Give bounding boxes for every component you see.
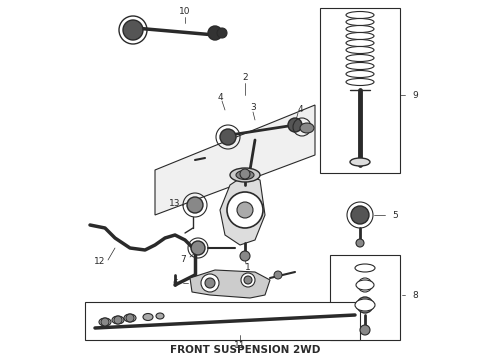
Ellipse shape: [346, 40, 374, 46]
Ellipse shape: [346, 18, 374, 26]
Ellipse shape: [230, 168, 260, 182]
Circle shape: [205, 278, 215, 288]
Text: 4: 4: [217, 93, 223, 102]
Text: 4: 4: [297, 105, 303, 114]
Ellipse shape: [355, 299, 375, 311]
Circle shape: [220, 129, 236, 145]
Text: 8: 8: [412, 291, 418, 300]
Polygon shape: [190, 270, 270, 298]
Circle shape: [123, 20, 143, 40]
Ellipse shape: [356, 280, 374, 290]
Circle shape: [356, 239, 364, 247]
Circle shape: [241, 273, 255, 287]
Ellipse shape: [300, 123, 314, 133]
Circle shape: [288, 118, 302, 132]
Circle shape: [201, 274, 219, 292]
Circle shape: [126, 314, 134, 322]
Text: 10: 10: [179, 8, 191, 17]
Text: 1: 1: [245, 264, 251, 273]
Circle shape: [237, 202, 253, 218]
Circle shape: [360, 325, 370, 335]
Circle shape: [101, 318, 109, 326]
Text: 7: 7: [180, 256, 186, 265]
Bar: [330, 255, 400, 340]
Bar: [320, 8, 400, 173]
Circle shape: [351, 206, 369, 224]
Text: 9: 9: [412, 90, 418, 99]
Circle shape: [208, 26, 222, 40]
Text: 6: 6: [172, 279, 178, 288]
Ellipse shape: [112, 316, 124, 324]
Text: 13: 13: [169, 198, 181, 207]
Ellipse shape: [346, 12, 374, 18]
Ellipse shape: [346, 78, 374, 85]
Ellipse shape: [346, 32, 374, 40]
Text: 12: 12: [94, 257, 106, 266]
Text: 2: 2: [242, 73, 248, 82]
Ellipse shape: [236, 171, 254, 180]
Circle shape: [217, 28, 227, 38]
Ellipse shape: [143, 314, 153, 320]
Ellipse shape: [346, 71, 374, 77]
Circle shape: [358, 278, 372, 292]
Circle shape: [357, 297, 373, 313]
Text: 3: 3: [250, 104, 256, 112]
Ellipse shape: [350, 158, 370, 166]
Ellipse shape: [346, 63, 374, 69]
Ellipse shape: [156, 313, 164, 319]
Bar: [85, 302, 360, 340]
Text: 11: 11: [234, 342, 246, 351]
Circle shape: [227, 192, 263, 228]
Text: 5: 5: [392, 211, 398, 220]
Ellipse shape: [99, 318, 111, 326]
Circle shape: [187, 197, 203, 213]
Circle shape: [114, 316, 122, 324]
Text: FRONT SUSPENSION 2WD: FRONT SUSPENSION 2WD: [170, 345, 320, 355]
Circle shape: [244, 276, 252, 284]
Polygon shape: [155, 105, 315, 215]
Circle shape: [240, 169, 250, 179]
Polygon shape: [220, 175, 265, 245]
Ellipse shape: [346, 26, 374, 32]
Ellipse shape: [346, 46, 374, 54]
Circle shape: [240, 251, 250, 261]
Ellipse shape: [355, 264, 375, 272]
Circle shape: [274, 271, 282, 279]
Ellipse shape: [124, 314, 136, 322]
Circle shape: [191, 241, 205, 255]
Ellipse shape: [346, 54, 374, 62]
